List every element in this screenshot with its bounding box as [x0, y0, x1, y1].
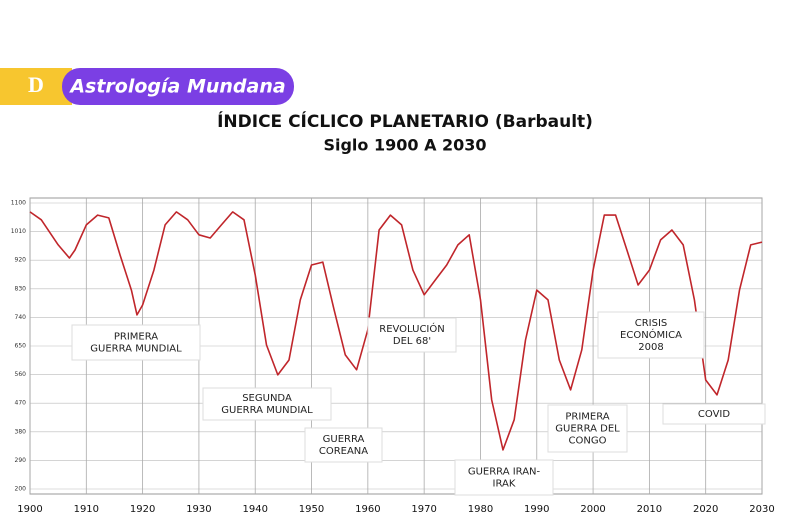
x-tick-label: 2020	[693, 504, 718, 515]
x-tick-label: 1970	[411, 504, 436, 515]
annotation-box	[662, 403, 766, 425]
annotation-box	[71, 324, 201, 361]
y-tick-label: 830	[15, 285, 27, 292]
annotation-text: 2008	[638, 342, 663, 353]
annotation-text: CONGO	[569, 436, 607, 447]
chart-subtitle: Siglo 1900 A 2030	[323, 136, 486, 155]
y-tick-label: 560	[15, 371, 27, 378]
annotation-text: GUERRA DEL	[555, 424, 620, 435]
y-tick-label: 470	[15, 400, 27, 407]
y-tick-label: 1010	[11, 228, 26, 235]
x-tick-label: 1930	[186, 504, 211, 515]
annotation-text: COVID	[698, 409, 730, 420]
x-tick-label: 2010	[637, 504, 662, 515]
logo-badge	[0, 68, 72, 105]
annotation-box	[367, 317, 457, 353]
y-tick-label: 920	[15, 257, 27, 264]
x-tick-label: 2000	[580, 504, 605, 515]
section-title: Astrología Mundana	[68, 76, 285, 98]
x-tick-label: 1900	[17, 504, 42, 515]
annotation-box	[304, 427, 383, 463]
x-tick-label: 1990	[524, 504, 549, 515]
x-tick-label: 1910	[74, 504, 99, 515]
annotation-text: REVOLUCIÓN	[379, 322, 444, 335]
y-tick-label: 1100	[11, 200, 26, 207]
annotation-text: IRAK	[493, 479, 516, 490]
annotation-text: CRISIS	[635, 318, 668, 329]
annotation-box	[454, 459, 554, 496]
y-tick-label: 380	[15, 428, 27, 435]
annotation-text: ECONÓMICA	[620, 328, 682, 341]
annotation-text: GUERRA MUNDIAL	[90, 344, 182, 355]
annotation-text: GUERRA MUNDIAL	[221, 405, 313, 416]
data-line	[29, 211, 763, 451]
section-pill	[62, 68, 294, 105]
x-tick-label: 1940	[243, 504, 268, 515]
annotation-text: SEGUNDA	[242, 393, 292, 404]
y-tick-label: 200	[15, 486, 27, 493]
annotation-text: DEL 68'	[393, 336, 431, 347]
annotation-box	[547, 404, 628, 453]
annotation-text: GUERRA IRAN-	[468, 467, 541, 478]
annotation-text: GUERRA	[323, 434, 365, 445]
x-tick-label: 1960	[355, 504, 380, 515]
logo: D	[28, 72, 44, 97]
annotation-text: PRIMERA	[114, 332, 158, 343]
y-tick-label: 740	[15, 314, 27, 321]
y-tick-label: 290	[15, 457, 27, 464]
annotation-text: PRIMERA	[565, 412, 609, 423]
x-tick-label: 2030	[749, 504, 774, 515]
x-tick-label: 1980	[468, 504, 493, 515]
y-tick-label: 650	[15, 343, 27, 350]
chart-title: ÍNDICE CÍCLICO PLANETARIO (Barbault)	[217, 110, 593, 132]
annotation-box	[202, 387, 332, 421]
x-tick-label: 1950	[299, 504, 324, 515]
x-tick-label: 1920	[130, 504, 155, 515]
annotation-text: COREANA	[319, 446, 368, 457]
annotation-box	[597, 311, 705, 359]
